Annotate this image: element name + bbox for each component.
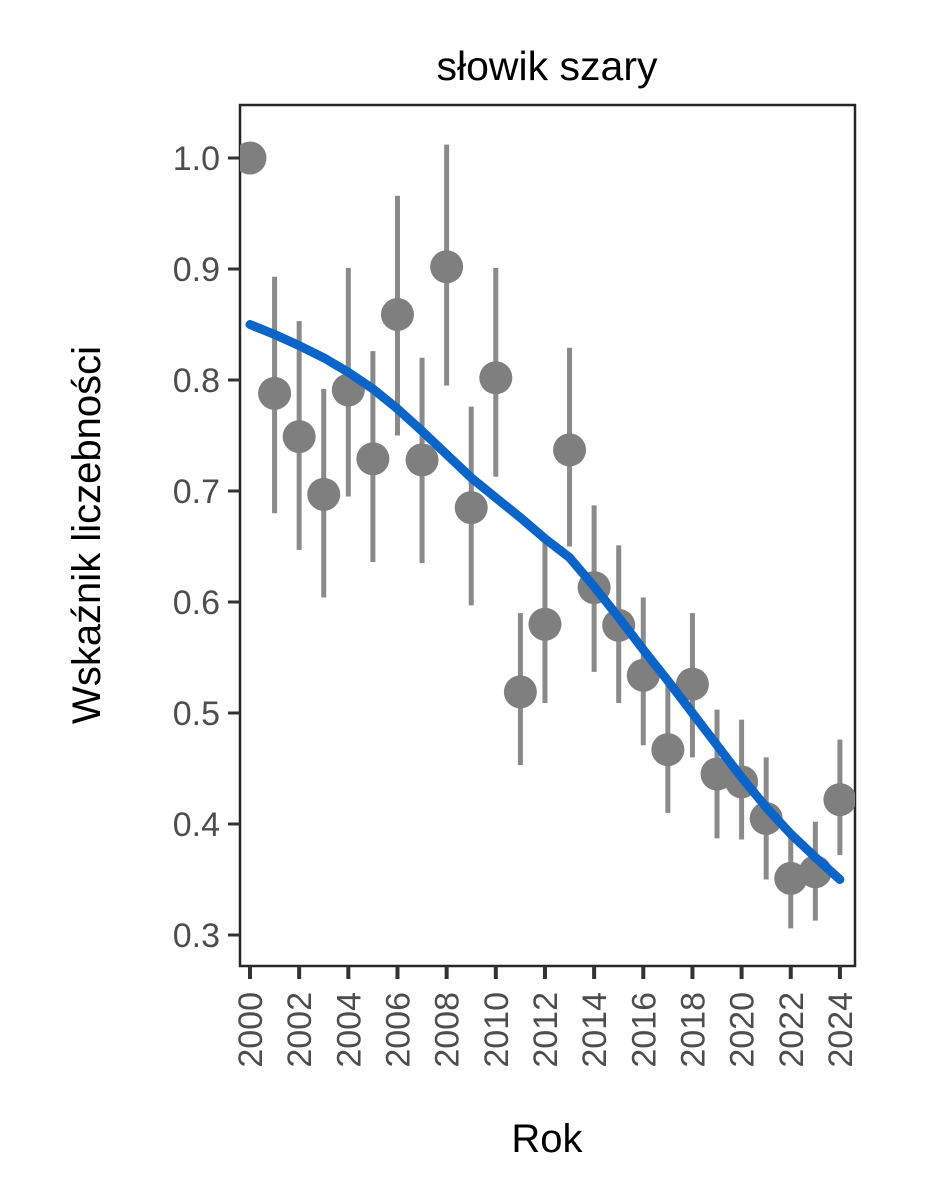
data-point: [430, 250, 464, 284]
data-point: [651, 733, 685, 767]
data-point: [240, 141, 267, 175]
x-tick-label: 2004: [330, 992, 368, 1068]
y-tick-label: 1.0: [173, 140, 220, 178]
data-point: [553, 433, 587, 467]
data-point: [528, 607, 562, 641]
x-tick-label: 2014: [576, 992, 614, 1068]
panel-border: [238, 103, 857, 968]
trend-line: [245, 320, 845, 884]
y-tick-label: 0.7: [173, 473, 220, 511]
data-point: [823, 783, 855, 817]
plot-area: [240, 141, 855, 929]
x-tick-label: 2024: [822, 992, 860, 1068]
data-point: [675, 667, 709, 701]
x-tick-label: 2016: [625, 992, 663, 1068]
y-tick-label: 0.5: [173, 695, 220, 733]
x-tick-label: 2020: [724, 992, 762, 1068]
y-axis-title: Wskaźnik liczebności: [65, 346, 109, 724]
x-tick-label: 2008: [429, 992, 467, 1068]
data-point: [282, 420, 316, 454]
data-point: [454, 491, 488, 525]
y-tick-label: 0.9: [173, 251, 220, 289]
y-tick-label: 0.6: [173, 584, 220, 622]
x-tick-label: 2000: [232, 992, 270, 1068]
data-point: [479, 361, 513, 395]
y-axis-ticks: 1.0 0.9 0.8 0.7 0.6 0.5 0.4 0.3: [173, 140, 240, 955]
data-point: [307, 477, 341, 511]
data-point: [380, 298, 414, 332]
data-point: [258, 376, 292, 410]
x-tick-label: 2010: [478, 992, 516, 1068]
x-tick-label: 2002: [281, 992, 319, 1068]
y-tick-label: 0.4: [173, 806, 220, 844]
y-tick-label: 0.3: [173, 917, 220, 955]
chart-title: słowik szary: [437, 43, 658, 89]
x-axis-ticks: 2000 2002 2004 2006 2008 2010 2012 2014 2016 2018…: [232, 966, 860, 1068]
y-tick-label: 0.8: [173, 362, 220, 400]
x-tick-label: 2012: [527, 992, 565, 1068]
data-point: [503, 675, 537, 709]
x-axis-title: Rok: [511, 1117, 583, 1161]
data-point: [405, 443, 439, 477]
x-tick-label: 2022: [773, 992, 811, 1068]
data-point: [356, 442, 390, 476]
x-tick-label: 2018: [674, 992, 712, 1068]
x-tick-label: 2006: [379, 992, 417, 1068]
